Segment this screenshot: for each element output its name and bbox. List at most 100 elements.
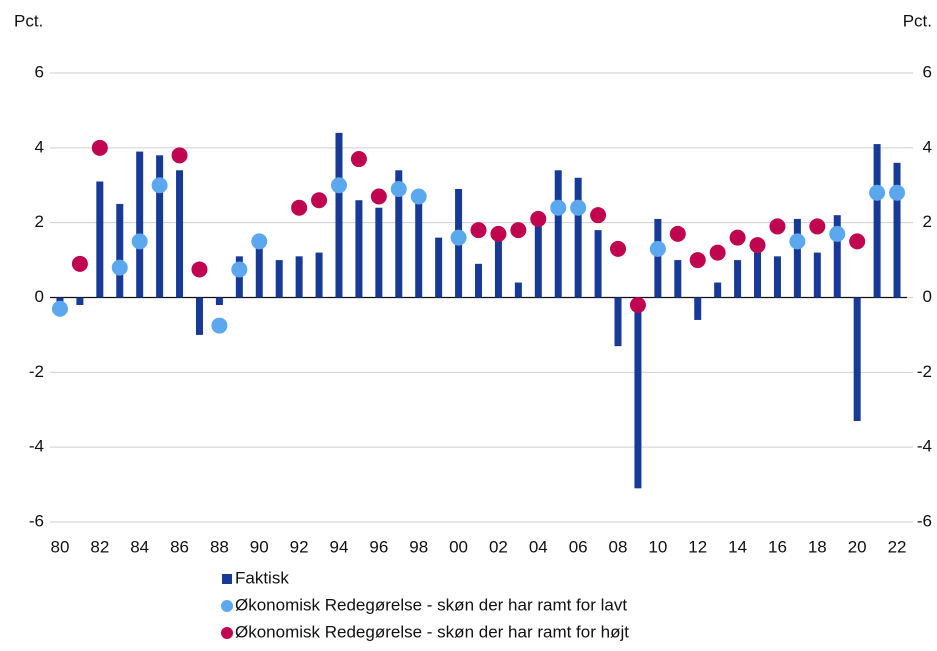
x-tick-label: 16: [768, 537, 787, 556]
y2-tick-label: 0: [923, 287, 932, 306]
bar: [415, 192, 423, 298]
bar: [315, 252, 323, 298]
y-tick-label: -2: [29, 362, 44, 381]
dot: [829, 225, 846, 242]
x-tick-label: 12: [688, 537, 707, 556]
x-tick-label: 86: [170, 537, 189, 556]
bar: [614, 297, 622, 347]
x-tick-label: 06: [569, 537, 588, 556]
x-tick-label: 80: [51, 537, 70, 556]
y2-tick-label: 4: [923, 137, 932, 156]
x-tick-label: 18: [808, 537, 827, 556]
x-tick-label: 00: [449, 537, 468, 556]
bar: [734, 260, 742, 298]
dot: [211, 317, 228, 334]
legend-label: Økonomisk Redegørelse - skøn der har ram…: [235, 622, 629, 641]
dot: [191, 261, 208, 278]
x-tick-label: 88: [210, 537, 229, 556]
dot: [809, 218, 826, 235]
bar: [435, 237, 443, 298]
y-axis-label: Pct.: [14, 11, 43, 30]
bar: [514, 282, 522, 298]
dot: [390, 180, 407, 197]
legend-swatch: [221, 627, 233, 639]
dot: [91, 139, 108, 156]
bar: [554, 170, 562, 298]
dot: [550, 199, 567, 216]
bar: [754, 252, 762, 298]
dot: [410, 188, 427, 205]
bar: [494, 237, 502, 298]
y2-tick-label: 2: [923, 212, 932, 231]
dot: [231, 261, 248, 278]
dot: [311, 192, 328, 209]
dot: [689, 252, 706, 269]
bar: [833, 215, 841, 298]
legend-label: Faktisk: [235, 568, 289, 587]
dot: [629, 296, 646, 313]
bar: [853, 297, 861, 421]
legend-swatch: [222, 574, 232, 584]
dot: [171, 147, 188, 164]
x-tick-label: 22: [888, 537, 907, 556]
dot: [769, 218, 786, 235]
y2-tick-label: -4: [917, 437, 932, 456]
dot: [51, 300, 68, 317]
x-tick-label: 84: [130, 537, 149, 556]
dot: [131, 233, 148, 250]
dot: [570, 199, 587, 216]
bar: [574, 177, 582, 298]
bar: [355, 200, 363, 298]
dot: [749, 237, 766, 254]
x-tick-label: 90: [250, 537, 269, 556]
legend-label: Økonomisk Redegørelse - skøn der har ram…: [235, 595, 627, 614]
bar: [335, 132, 343, 298]
bar: [654, 218, 662, 298]
bar: [215, 297, 223, 305]
dot: [789, 233, 806, 250]
bar: [714, 282, 722, 298]
dot: [869, 184, 886, 201]
y-tick-label: 4: [35, 137, 44, 156]
dot: [470, 222, 487, 239]
y-tick-label: 0: [35, 287, 44, 306]
x-tick-label: 94: [330, 537, 349, 556]
dot: [370, 188, 387, 205]
bar: [176, 170, 184, 298]
bar: [375, 207, 383, 298]
y-tick-label: -4: [29, 437, 44, 456]
bar: [594, 230, 602, 298]
bar: [96, 181, 104, 298]
dot: [490, 225, 507, 242]
bar: [893, 162, 901, 298]
y-tick-label: 2: [35, 212, 44, 231]
bar: [275, 260, 283, 298]
bar: [694, 297, 702, 320]
dot: [649, 240, 666, 257]
dot: [111, 259, 128, 276]
x-tick-label: 04: [529, 537, 548, 556]
bar: [136, 151, 144, 298]
dot: [71, 255, 88, 272]
dot: [729, 229, 746, 246]
x-tick-label: 82: [90, 537, 109, 556]
bar: [534, 222, 542, 298]
y2-tick-label: 6: [923, 62, 932, 81]
bar: [813, 252, 821, 298]
dot: [849, 233, 866, 250]
dot: [590, 207, 607, 224]
x-tick-label: 10: [648, 537, 667, 556]
dot: [669, 225, 686, 242]
x-tick-label: 08: [609, 537, 628, 556]
bar: [475, 263, 482, 298]
dot: [530, 210, 547, 227]
bar: [674, 260, 682, 298]
dot: [251, 233, 268, 250]
x-tick-label: 02: [489, 537, 508, 556]
x-tick-label: 92: [290, 537, 309, 556]
dot: [510, 222, 527, 239]
bar: [295, 256, 303, 298]
dot: [610, 240, 627, 257]
dot: [450, 229, 467, 246]
